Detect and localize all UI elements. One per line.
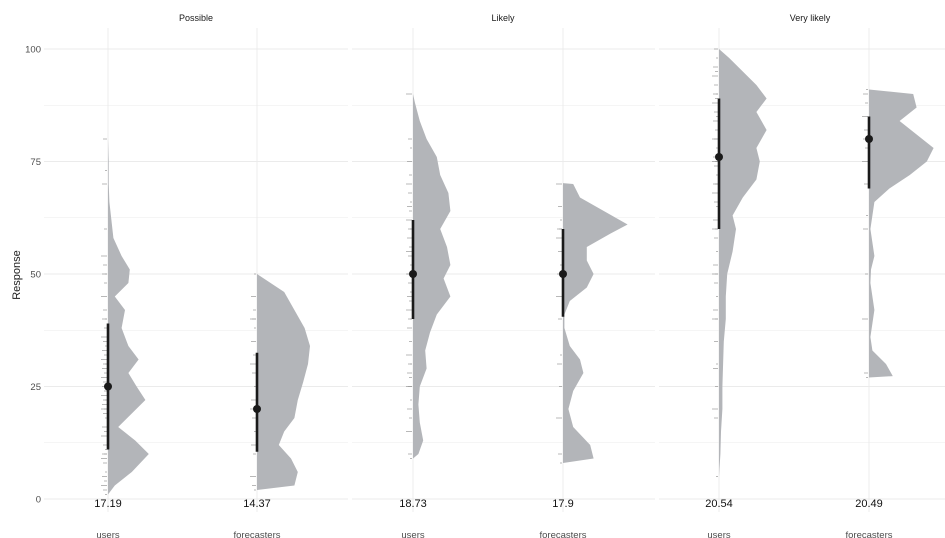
category-label: users [707, 530, 730, 538]
sd-label: 14.37 [243, 498, 271, 510]
violin-half [413, 94, 451, 459]
facet-title-very-likely: Very likely [790, 13, 831, 23]
category-label: forecasters [846, 530, 893, 538]
y-axis-title: Response [11, 250, 23, 300]
y-tick-labels: 0 25 50 75 100 [25, 45, 41, 506]
y-tick-label: 75 [30, 157, 41, 168]
facet-title-possible: Possible [179, 13, 213, 23]
y-tick-label: 0 [36, 495, 41, 506]
median-point [409, 270, 417, 278]
violin-half [257, 274, 310, 490]
median-point [253, 405, 261, 413]
median-point [715, 153, 723, 161]
violin-half [108, 139, 149, 495]
violin-half [719, 49, 767, 477]
violin-marks [101, 48, 934, 495]
y-tick-label: 100 [25, 45, 41, 56]
sd-label: 20.49 [855, 498, 883, 510]
category-label: users [401, 530, 424, 538]
facet-title-likely: Likely [491, 13, 515, 23]
violin-half [563, 183, 628, 463]
median-point [559, 270, 567, 278]
sd-label: 20.54 [705, 498, 733, 510]
grid-layer [44, 28, 945, 512]
violin-half [869, 89, 934, 378]
median-point [104, 382, 112, 391]
y-tick-label: 25 [30, 382, 41, 393]
facet-titles: Possible Likely Very likely [179, 13, 831, 23]
sd-label: 17.9 [552, 498, 573, 510]
category-label: forecasters [540, 530, 587, 538]
sd-label: 17.19 [94, 498, 122, 510]
category-label: forecasters [234, 530, 281, 538]
y-tick-label: 50 [30, 270, 41, 281]
category-label: users [96, 530, 119, 538]
group-labels: 17.19 users 14.37 forecasters 18.73 users 17.9… [94, 498, 893, 538]
sd-label: 18.73 [399, 498, 427, 510]
median-point [865, 135, 873, 143]
